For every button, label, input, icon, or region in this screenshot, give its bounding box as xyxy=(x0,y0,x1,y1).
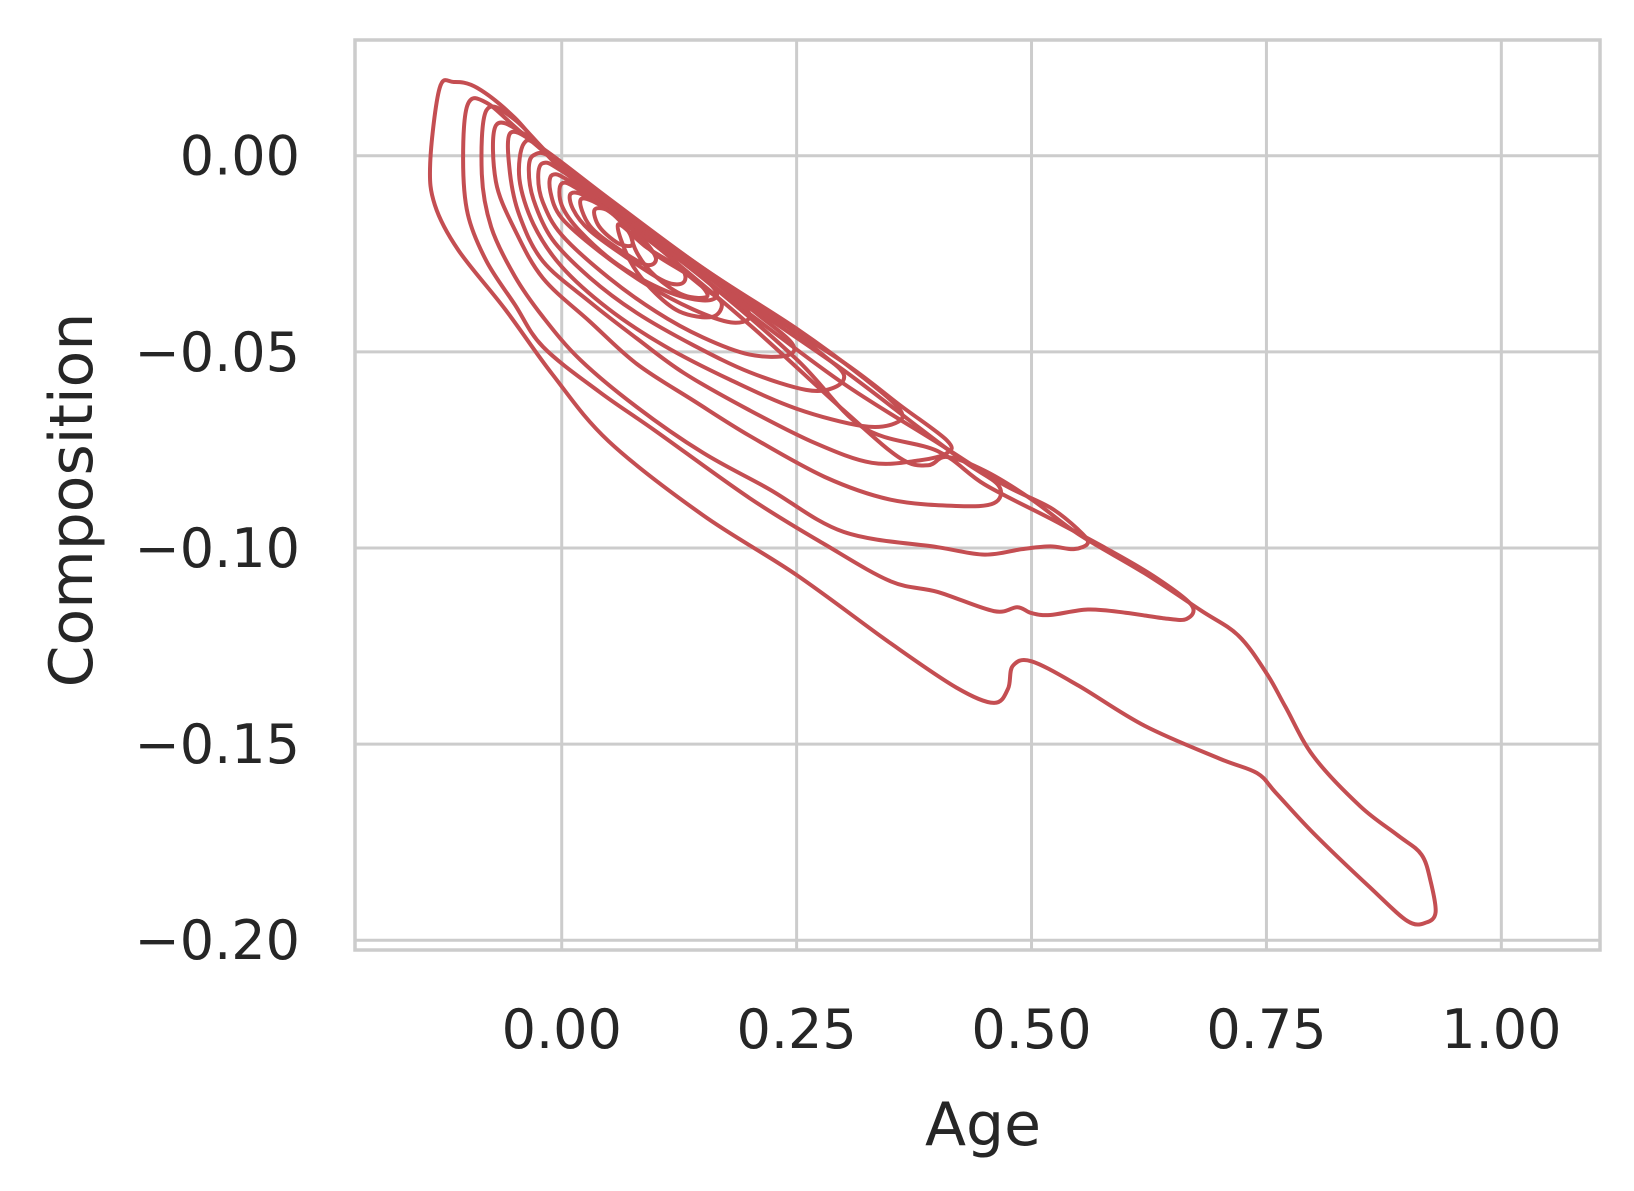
contour-level-8 xyxy=(536,160,797,359)
contour-level-12 xyxy=(578,196,658,268)
contour-level-15 xyxy=(629,230,710,300)
y-tick-label: −0.05 xyxy=(135,321,300,384)
contour-level-9 xyxy=(547,172,752,325)
y-gridlines xyxy=(355,154,1600,942)
contour-level-2 xyxy=(461,96,1196,622)
plot-frame xyxy=(353,38,1602,952)
x-tick-label: 0.75 xyxy=(1206,998,1326,1061)
x-axis-label: Age xyxy=(925,1090,1041,1160)
y-tick-label: −0.15 xyxy=(135,713,300,776)
x-gridlines xyxy=(560,40,1503,950)
density-contours xyxy=(427,78,1438,927)
x-tick-label: 1.00 xyxy=(1441,998,1561,1061)
x-tick-label: 0.25 xyxy=(737,998,857,1061)
y-axis-label: Composition xyxy=(37,313,107,688)
y-tick-label: −0.20 xyxy=(135,909,300,972)
x-tick-labels: 0.00 0.25 0.50 0.75 1.00 xyxy=(502,998,1562,1061)
x-tick-label: 0.50 xyxy=(971,998,1091,1061)
y-tick-labels: 0.00 −0.05 −0.10 −0.15 −0.20 xyxy=(135,125,300,972)
y-tick-label: 0.00 xyxy=(180,125,300,188)
x-tick-label: 0.00 xyxy=(502,998,622,1061)
y-tick-label: −0.10 xyxy=(135,517,300,580)
contour-level-7 xyxy=(526,150,847,393)
